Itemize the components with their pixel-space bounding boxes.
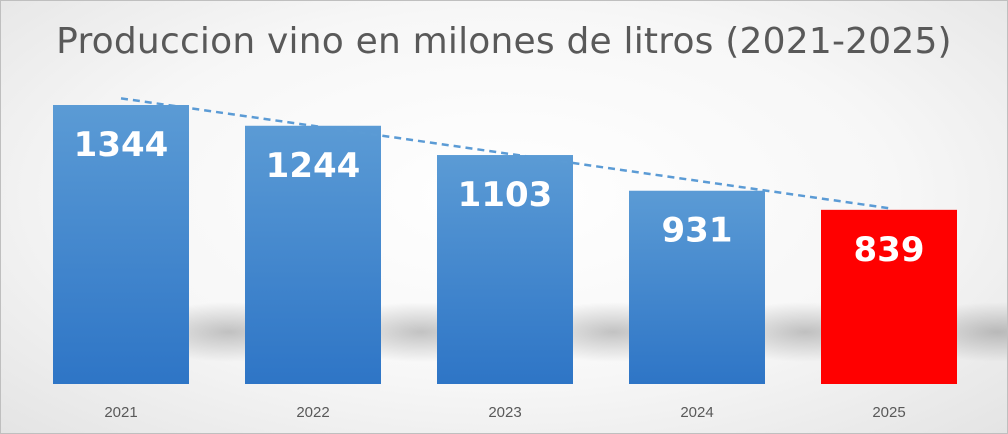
bar-2025 xyxy=(821,209,957,384)
x-tick-label-2022: 2022 xyxy=(296,404,329,421)
data-label-2021: 1344 xyxy=(74,125,169,165)
bar-2024 xyxy=(629,190,765,384)
x-tick-label-2021: 2021 xyxy=(104,404,137,421)
x-tick-label-2024: 2024 xyxy=(680,404,713,421)
chart-title: Produccion vino en milones de litros (20… xyxy=(56,21,952,62)
x-tick-label-2023: 2023 xyxy=(488,404,521,421)
data-label-2024: 931 xyxy=(662,211,733,251)
x-tick-label-2025: 2025 xyxy=(872,404,905,421)
bar-2022 xyxy=(245,125,381,385)
data-label-2023: 1103 xyxy=(458,175,553,215)
data-label-2025: 839 xyxy=(854,230,925,270)
bar-2021 xyxy=(53,105,189,384)
bar-2023 xyxy=(437,155,573,384)
trendline xyxy=(120,97,890,210)
data-label-2022: 1244 xyxy=(266,146,361,186)
